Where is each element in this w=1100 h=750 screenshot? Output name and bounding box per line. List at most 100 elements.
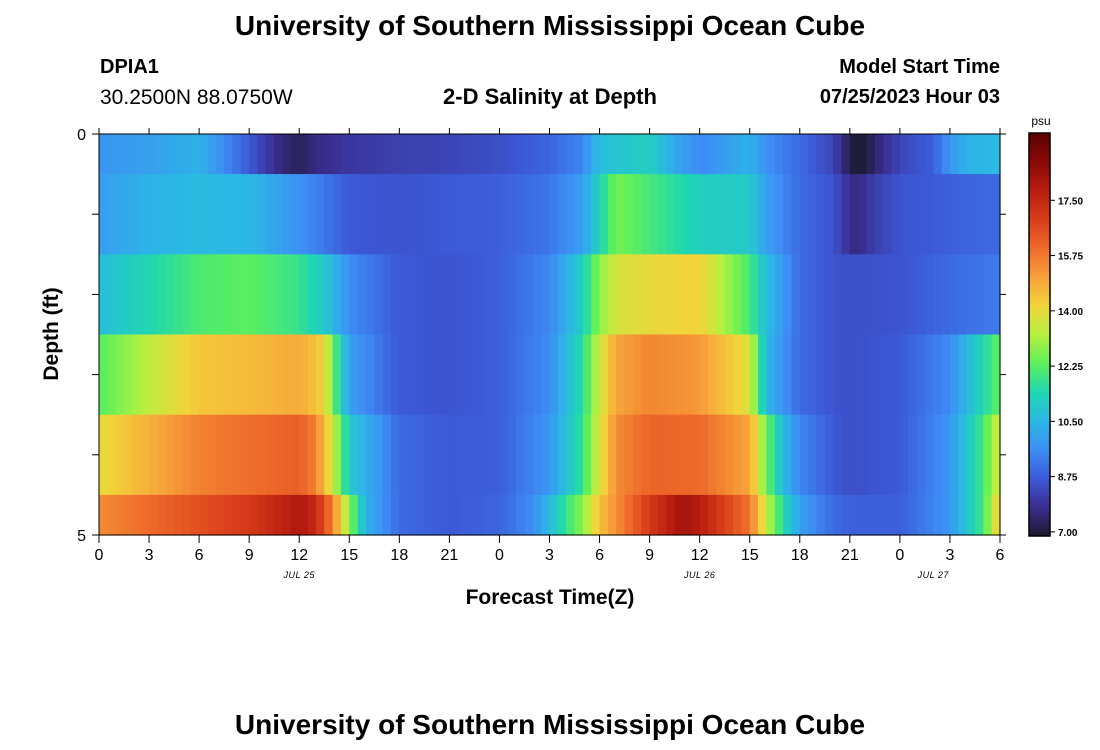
heatmap-cell: [307, 174, 317, 255]
heatmap-cell: [874, 174, 884, 255]
heatmap-cell: [532, 414, 542, 496]
heatmap-cell: [774, 414, 784, 496]
heatmap-cell: [507, 334, 517, 416]
heatmap-cell: [666, 494, 676, 536]
heatmap-cell: [616, 254, 626, 336]
heatmap-cell: [199, 254, 209, 336]
heatmap-cell: [607, 494, 617, 536]
heatmap-cell: [182, 134, 192, 175]
heatmap-cell: [574, 134, 584, 175]
heatmap-cell: [799, 254, 809, 336]
heatmap-cell: [315, 414, 325, 496]
heatmap-cell: [591, 174, 601, 255]
heatmap-cell: [499, 174, 509, 255]
heatmap-cell: [591, 134, 601, 175]
heatmap-cell: [215, 134, 225, 175]
heatmap-cell: [824, 494, 834, 536]
heatmap-cell: [833, 134, 843, 175]
heatmap-cell: [808, 334, 818, 416]
heatmap-cell: [741, 334, 751, 416]
heatmap-cell: [549, 174, 559, 255]
heatmap-cell: [941, 414, 951, 496]
heatmap-cell: [157, 494, 167, 536]
heatmap-cell: [332, 414, 342, 496]
heatmap-cell: [841, 334, 851, 416]
heatmap-cell: [190, 254, 200, 336]
heatmap-cell: [674, 334, 684, 416]
heatmap-cell: [841, 494, 851, 536]
heatmap-cell: [549, 134, 559, 175]
heatmap-cell: [532, 254, 542, 336]
heatmap-cell: [716, 254, 726, 336]
heatmap-cell: [724, 134, 734, 175]
heatmap-cell: [307, 414, 317, 496]
heatmap-cell: [766, 334, 776, 416]
heatmap-cell: [866, 494, 876, 536]
heatmap-cell: [107, 174, 117, 255]
heatmap-cell: [257, 494, 267, 536]
heatmap-cell: [215, 174, 225, 255]
heatmap-cell: [424, 334, 434, 416]
heatmap-cell: [858, 494, 868, 536]
heatmap-cell: [182, 174, 192, 255]
model-start-label: Model Start Time: [839, 56, 1000, 78]
heatmap-cell: [649, 334, 659, 416]
heatmap-cell: [691, 414, 701, 496]
heatmap-cell: [599, 414, 609, 496]
heatmap-cell: [416, 174, 425, 255]
heatmap-cell: [340, 134, 350, 175]
heatmap-cell: [232, 334, 242, 416]
heatmap-cell: [908, 414, 918, 496]
heatmap-cell: [474, 494, 484, 536]
heatmap-cell: [783, 414, 793, 496]
heatmap-cell: [983, 334, 993, 416]
heatmap-cell: [758, 334, 767, 416]
heatmap-cell: [424, 134, 434, 175]
heatmap-cell: [441, 174, 450, 255]
heatmap-cell: [791, 174, 801, 255]
heatmap-cell: [532, 134, 542, 175]
heatmap-cell: [916, 414, 926, 496]
heatmap-cell: [165, 134, 175, 175]
heatmap-cell: [107, 414, 117, 496]
heatmap-cell: [557, 334, 567, 416]
heatmap-cell: [399, 414, 409, 496]
heatmap-cell: [582, 134, 592, 175]
heatmap-cell: [791, 254, 801, 336]
model-start-value: 07/25/2023 Hour 03: [819, 86, 1000, 108]
heatmap-cell: [449, 254, 459, 336]
heatmap-cell: [974, 334, 984, 416]
heatmap-cell: [207, 174, 217, 255]
heatmap-cell: [441, 334, 450, 416]
x-tick-label: 15: [741, 547, 759, 564]
heatmap-cell: [824, 174, 834, 255]
heatmap-cell: [299, 134, 309, 175]
heatmap-cell: [974, 174, 984, 255]
heatmap-cell: [632, 254, 642, 336]
heatmap-cell: [808, 134, 818, 175]
heatmap-cell: [641, 334, 651, 416]
heatmap-cell: [307, 134, 317, 175]
heatmap-cell: [724, 254, 734, 336]
heatmap-cell: [140, 334, 150, 416]
heatmap-cell: [908, 134, 918, 175]
heatmap-cell: [340, 254, 350, 336]
heatmap-cell: [224, 174, 234, 255]
heatmap-cell: [274, 134, 284, 175]
heatmap-cell: [407, 334, 417, 416]
heatmap-cell: [416, 414, 425, 496]
heatmap-cell: [858, 134, 868, 175]
heatmap-cell: [491, 334, 501, 416]
heatmap-cell: [674, 494, 684, 536]
heatmap-cell: [149, 494, 158, 536]
heatmap-cell: [949, 254, 959, 336]
heatmap-cell: [424, 174, 434, 255]
heatmap-cell: [591, 334, 601, 416]
heatmap-cell: [699, 174, 709, 255]
heatmap-cell: [632, 494, 642, 536]
heatmap-cell: [716, 414, 726, 496]
heatmap-cell: [315, 174, 325, 255]
heatmap-cell: [958, 494, 968, 536]
heatmap-cell: [441, 494, 450, 536]
heatmap-cell: [182, 334, 192, 416]
